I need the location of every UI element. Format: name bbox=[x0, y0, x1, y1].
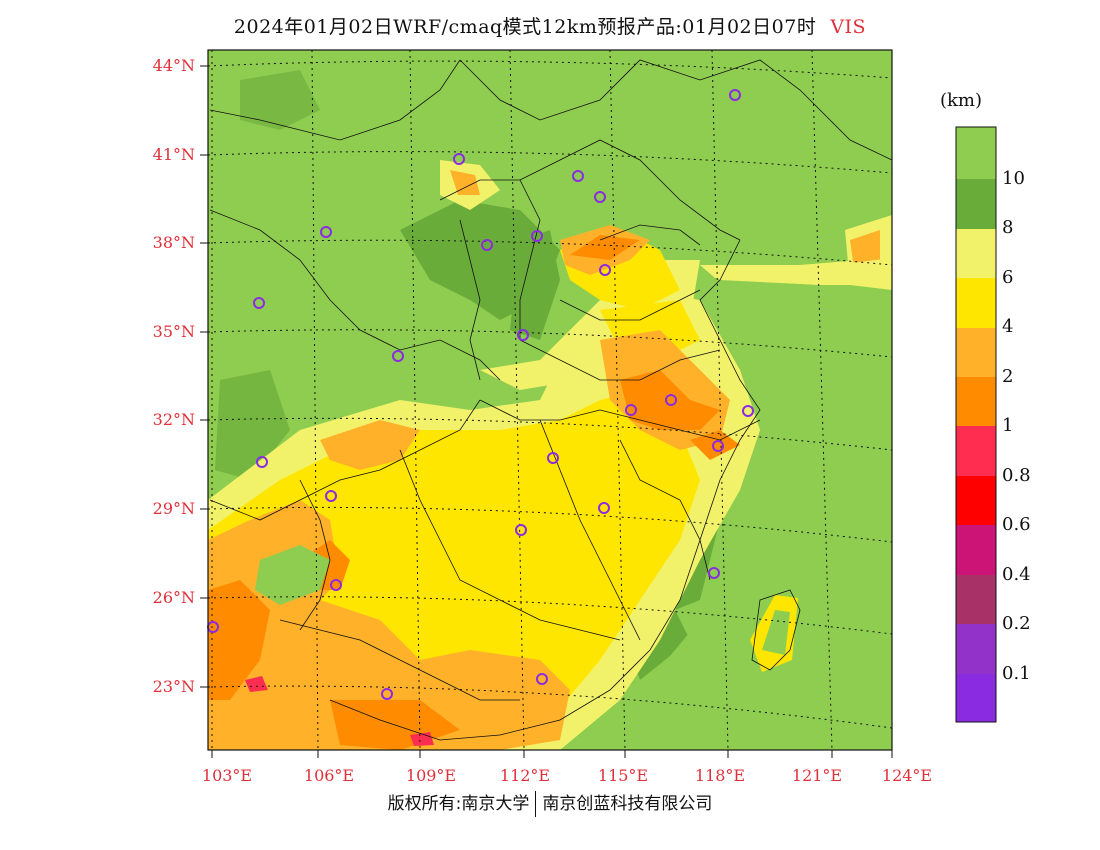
colorbar-swatch bbox=[956, 525, 996, 575]
colorbar-swatch bbox=[956, 328, 996, 377]
copyright-text: 版权所有:南京大学 bbox=[387, 794, 530, 814]
station-marker-icon bbox=[708, 567, 720, 579]
lon-label-103: 103°E bbox=[201, 766, 253, 785]
lon-label-118: 118°E bbox=[694, 766, 746, 785]
axis-ticks bbox=[200, 65, 893, 758]
station-marker-icon bbox=[594, 191, 606, 203]
colorbar-label: 6 bbox=[1002, 267, 1014, 288]
station-marker-icon bbox=[742, 405, 754, 417]
lon-label-109: 109°E bbox=[405, 766, 457, 785]
boundaries bbox=[209, 59, 892, 741]
station-marker-icon bbox=[729, 89, 741, 101]
colorbar-label: 0.4 bbox=[1002, 564, 1031, 585]
colorbar bbox=[955, 126, 997, 723]
colorbar-label: 1 bbox=[1002, 415, 1014, 436]
footer-divider bbox=[535, 791, 537, 817]
colorbar-swatch bbox=[956, 575, 996, 624]
colorbar-unit: (km) bbox=[940, 90, 983, 111]
footer: 版权所有:南京大学 南京创蓝科技有限公司 bbox=[0, 789, 1100, 817]
station-marker-icon bbox=[320, 226, 332, 238]
station-marker-icon bbox=[253, 297, 265, 309]
colorbar-label: 8 bbox=[1002, 217, 1014, 238]
lon-label-112: 112°E bbox=[499, 766, 551, 785]
station-marker-icon bbox=[481, 239, 493, 251]
station-marker-icon bbox=[572, 170, 584, 182]
lat-label-41: 41°N bbox=[152, 145, 195, 164]
lon-label-121: 121°E bbox=[791, 766, 843, 785]
station-marker-icon bbox=[536, 673, 548, 685]
variable-label: VIS bbox=[830, 16, 867, 38]
lat-label-23: 23°N bbox=[152, 677, 195, 696]
station-marker-icon bbox=[598, 502, 610, 514]
lat-label-29: 29°N bbox=[152, 499, 195, 518]
colorbar-label: 4 bbox=[1002, 316, 1014, 337]
station-marker-icon bbox=[453, 153, 465, 165]
station-marker-icon bbox=[599, 264, 611, 276]
colorbar-swatch bbox=[956, 674, 996, 722]
station-marker-icon bbox=[517, 329, 529, 341]
colorbar-label: 0.2 bbox=[1002, 613, 1031, 634]
graticule bbox=[208, 50, 892, 750]
station-marker-icon bbox=[381, 688, 393, 700]
station-marker-icon bbox=[256, 456, 268, 468]
station-marker-icon bbox=[665, 394, 677, 406]
lat-label-26: 26°N bbox=[152, 588, 195, 607]
lat-label-35: 35°N bbox=[152, 322, 195, 341]
lat-label-32: 32°N bbox=[152, 410, 195, 429]
station-marker-icon bbox=[547, 452, 559, 464]
colorbar-label: 2 bbox=[1002, 366, 1014, 387]
colorbar-swatch bbox=[956, 624, 996, 674]
colorbar-swatch bbox=[956, 229, 996, 278]
lon-label-115: 115°E bbox=[597, 766, 649, 785]
company-text: 南京创蓝科技有限公司 bbox=[542, 794, 713, 814]
station-marker-icon bbox=[531, 230, 543, 242]
lon-label-106: 106°E bbox=[303, 766, 355, 785]
station-marker-icon bbox=[330, 579, 342, 591]
lat-label-44: 44°N bbox=[152, 56, 195, 75]
station-marker-icon bbox=[625, 404, 637, 416]
station-markers bbox=[207, 89, 754, 700]
map-title: 2024年01月02日WRF/cmaq模式12km预报产品:01月02日07时 V… bbox=[0, 12, 1100, 39]
station-marker-icon bbox=[392, 350, 404, 362]
lon-label-124: 124°E bbox=[881, 766, 933, 785]
colorbar-swatch bbox=[956, 426, 996, 476]
title-text: 2024年01月02日WRF/cmaq模式12km预报产品:01月02日07时 bbox=[233, 16, 817, 38]
colorbar-label: 0.8 bbox=[1002, 465, 1031, 486]
colorbar-label: 10 bbox=[1002, 168, 1025, 189]
colorbar-swatch bbox=[956, 179, 996, 229]
map-frame bbox=[207, 49, 893, 751]
station-marker-icon bbox=[325, 490, 337, 502]
lat-label-38: 38°N bbox=[152, 233, 195, 252]
colorbar-swatch bbox=[956, 476, 996, 525]
colorbar-label: 0.1 bbox=[1002, 663, 1031, 684]
station-marker-icon bbox=[712, 440, 724, 452]
colorbar-label: 0.6 bbox=[1002, 514, 1031, 535]
colorbar-swatch bbox=[956, 377, 996, 426]
station-marker-icon bbox=[515, 524, 527, 536]
colorbar-swatch bbox=[956, 127, 996, 179]
visibility-field bbox=[208, 50, 892, 750]
colorbar-swatch bbox=[956, 278, 996, 328]
